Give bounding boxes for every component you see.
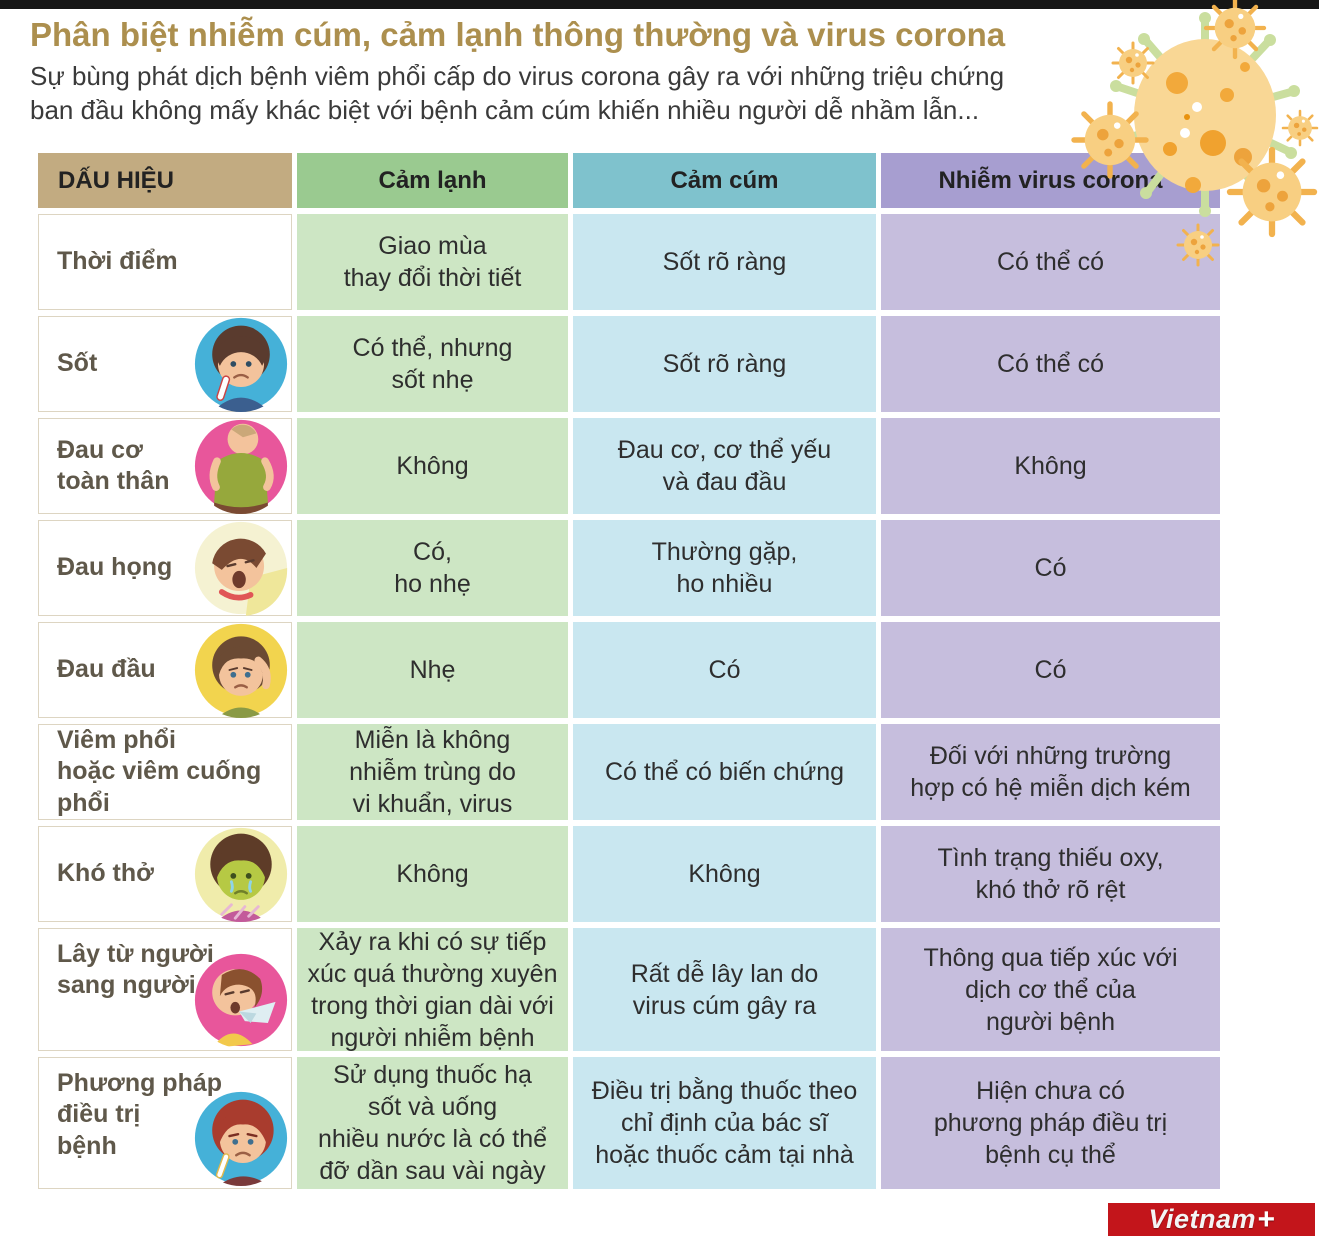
cell-breathless-flu: Không (573, 826, 876, 922)
comparison-table: DẤU HIỆU Cảm lạnh Cảm cúm Nhiễm virus co… (38, 153, 1220, 1189)
page-subtitle: Sự bùng phát dịch bệnh viêm phổi cấp do … (30, 61, 1005, 126)
sick-treatment-icon (193, 1090, 289, 1186)
cell-pneumonia-cold: Miễn là không nhiễm trùng do vi khuẩn, v… (297, 724, 568, 820)
cell-fever-flu: Sốt rõ ràng (573, 316, 876, 412)
row-label-text: Sốt (57, 349, 98, 378)
cell-headache-corona: Có (881, 622, 1220, 718)
cell-breathless-cold: Không (297, 826, 568, 922)
cell-timing-flu: Sốt rõ ràng (573, 214, 876, 310)
row-label-fever: Sốt (38, 316, 292, 412)
headache-icon (193, 622, 289, 718)
cell-body-ache-corona: Không (881, 418, 1220, 514)
column-header-sign: DẤU HIỆU (38, 153, 292, 208)
plus-icon: + (1257, 1202, 1275, 1236)
row-label-text: Khó thở (57, 859, 154, 888)
cell-timing-corona: Có thể có (881, 214, 1220, 310)
row-label-text: Đau họng (57, 553, 173, 582)
cell-headache-cold: Nhẹ (297, 622, 568, 718)
column-header-corona: Nhiễm virus corona (881, 153, 1220, 208)
cell-treatment-cold: Sử dụng thuốc hạ sốt và uống nhiều nước … (297, 1057, 568, 1189)
body-ache-icon (193, 418, 289, 514)
cell-fever-cold: Có thể, nhưng sốt nhẹ (297, 316, 568, 412)
cell-fever-corona: Có thể có (881, 316, 1220, 412)
cell-transmission-corona: Thông qua tiếp xúc với dịch cơ thể của n… (881, 928, 1220, 1051)
sneezing-person-icon (193, 952, 289, 1048)
cell-timing-cold: Giao mùa thay đổi thời tiết (297, 214, 568, 310)
top-black-bar (0, 0, 1319, 9)
breathless-icon (193, 826, 289, 922)
row-label-breathless: Khó thở (38, 826, 292, 922)
row-label-text: Viêm phổi hoặc viêm cuống phổi (57, 726, 262, 817)
cell-body-ache-cold: Không (297, 418, 568, 514)
row-label-treatment: Phương pháp điều trị bệnh (38, 1057, 292, 1189)
fever-girl-icon (193, 316, 289, 412)
column-header-cold: Cảm lạnh (297, 153, 568, 208)
cell-sore-throat-flu: Thường gặp, ho nhiều (573, 520, 876, 616)
vietnamplus-logo-text: Vietnam (1148, 1204, 1256, 1234)
row-label-transmission: Lây từ người sang người (38, 928, 292, 1051)
column-header-flu: Cảm cúm (573, 153, 876, 208)
cell-pneumonia-corona: Đối với những trường hợp có hệ miễn dịch… (881, 724, 1220, 820)
row-label-text: Đau đầu (57, 655, 156, 684)
cell-transmission-cold: Xảy ra khi có sự tiếp xúc quá thường xuy… (297, 928, 568, 1052)
row-label-headache: Đau đầu (38, 622, 292, 718)
row-label-text: Lây từ người sang người (57, 940, 214, 1000)
cell-sore-throat-cold: Có, ho nhẹ (297, 520, 568, 616)
cell-treatment-flu: Điều trị bằng thuốc theo chỉ định của bá… (573, 1057, 876, 1189)
row-label-text: Đau cơ toàn thân (57, 435, 170, 495)
cell-body-ache-flu: Đau cơ, cơ thể yếu và đau đầu (573, 418, 876, 514)
row-label-timing: Thời điểm (38, 214, 292, 310)
row-label-text: Phương pháp điều trị bệnh (57, 1069, 223, 1160)
cell-pneumonia-flu: Có thể có biến chứng (573, 724, 876, 820)
cell-sore-throat-corona: Có (881, 520, 1220, 616)
row-label-sore-throat: Đau họng (38, 520, 292, 616)
sore-throat-icon (193, 520, 289, 616)
cell-treatment-corona: Hiện chưa có phương pháp điều trị bệnh c… (881, 1057, 1220, 1189)
row-label-text: Thời điểm (57, 247, 178, 276)
page-title: Phân biệt nhiễm cúm, cảm lạnh thông thườ… (30, 16, 1006, 53)
vietnamplus-logo: Vietnam + (1108, 1203, 1315, 1236)
cell-breathless-corona: Tình trạng thiếu oxy, khó thở rõ rệt (881, 826, 1220, 922)
cell-transmission-flu: Rất dễ lây lan do virus cúm gây ra (573, 928, 876, 1051)
row-label-body-ache: Đau cơ toàn thân (38, 418, 292, 514)
cell-headache-flu: Có (573, 622, 876, 718)
row-label-pneumonia: Viêm phổi hoặc viêm cuống phổi (38, 724, 292, 820)
